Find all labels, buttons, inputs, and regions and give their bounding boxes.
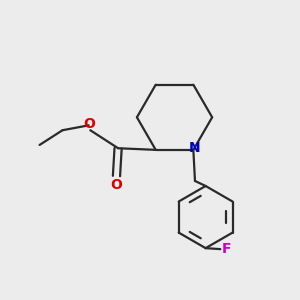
Text: O: O [110, 178, 122, 192]
Text: N: N [189, 141, 201, 155]
Text: O: O [83, 117, 95, 131]
Text: F: F [222, 242, 232, 256]
